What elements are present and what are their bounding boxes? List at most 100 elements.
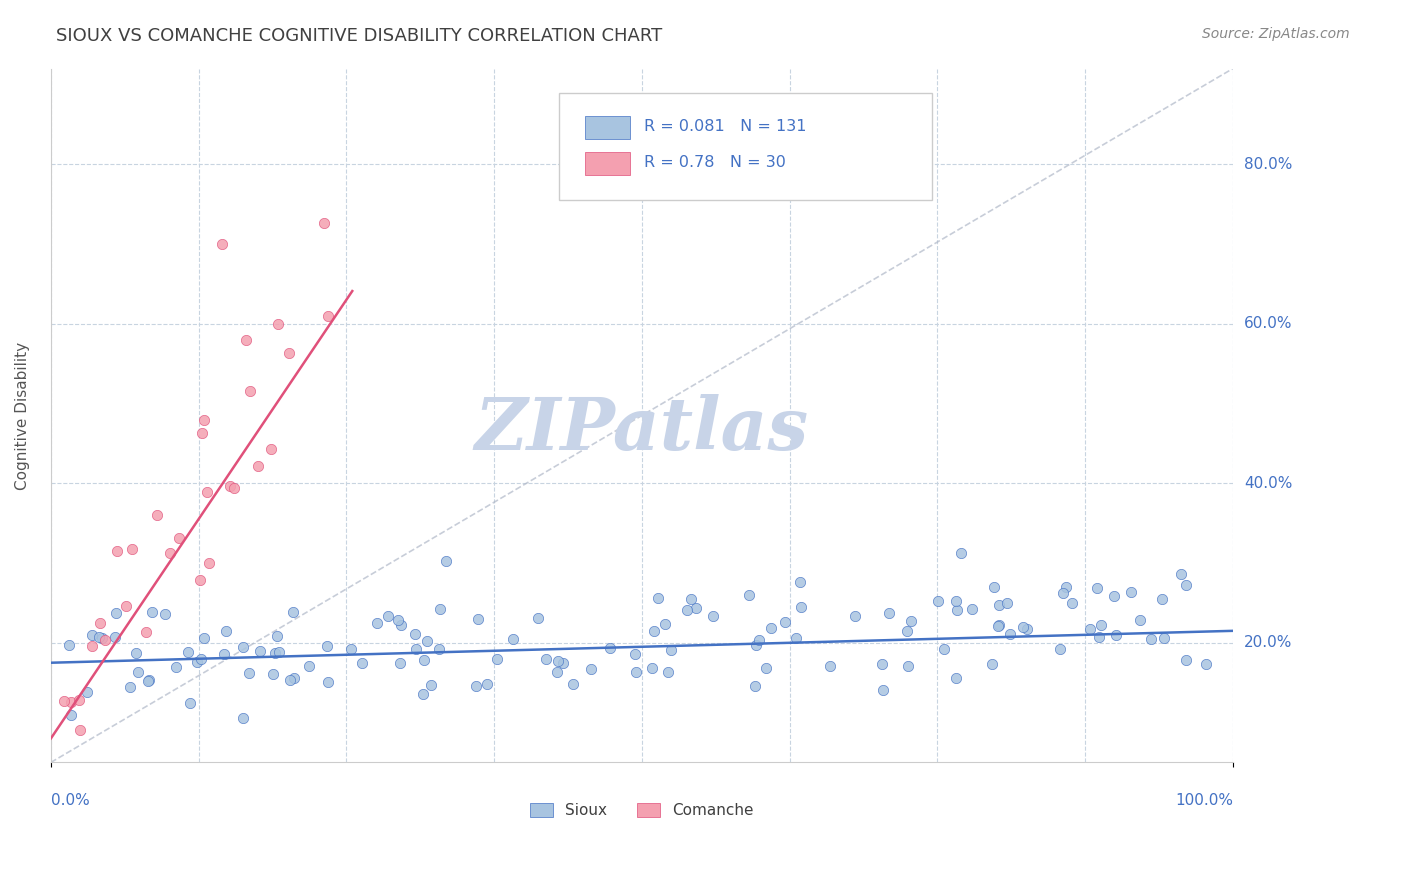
- Text: 100.0%: 100.0%: [1175, 793, 1233, 808]
- Point: [283, 671, 305, 685]
- Point: [316, 309, 339, 323]
- Point: [118, 680, 141, 694]
- Point: [191, 425, 214, 440]
- Text: 60.0%: 60.0%: [1244, 317, 1292, 331]
- Point: [404, 626, 426, 640]
- Point: [647, 591, 669, 606]
- Point: [59, 708, 82, 723]
- Point: [198, 556, 221, 570]
- Legend: Sioux, Comanche: Sioux, Comanche: [523, 797, 761, 824]
- Point: [315, 639, 337, 653]
- Point: [89, 616, 111, 631]
- Point: [80, 640, 103, 654]
- Point: [927, 594, 949, 608]
- Text: ZIPatlas: ZIPatlas: [475, 394, 808, 465]
- Point: [1054, 580, 1077, 594]
- Point: [434, 554, 457, 568]
- Point: [412, 653, 434, 667]
- Point: [176, 645, 198, 659]
- Point: [58, 638, 80, 652]
- Point: [643, 624, 665, 638]
- Text: 0.0%: 0.0%: [51, 793, 90, 808]
- Point: [239, 384, 262, 398]
- Point: [945, 671, 967, 685]
- Point: [818, 659, 841, 673]
- Point: [416, 634, 439, 648]
- Point: [579, 662, 602, 676]
- Point: [1049, 641, 1071, 656]
- Point: [546, 665, 568, 680]
- Point: [105, 544, 128, 558]
- Point: [1015, 622, 1038, 636]
- Point: [657, 665, 679, 679]
- Point: [159, 546, 181, 560]
- Point: [238, 665, 260, 680]
- Point: [946, 603, 969, 617]
- Point: [82, 628, 104, 642]
- Point: [1170, 566, 1192, 581]
- Point: [1195, 657, 1218, 671]
- Text: SIOUX VS COMANCHE COGNITIVE DISABILITY CORRELATION CHART: SIOUX VS COMANCHE COGNITIVE DISABILITY C…: [56, 27, 662, 45]
- Point: [897, 659, 920, 673]
- Point: [91, 631, 114, 645]
- Point: [135, 625, 157, 640]
- Point: [138, 673, 160, 687]
- Point: [165, 660, 187, 674]
- Point: [193, 631, 215, 645]
- Point: [278, 346, 301, 360]
- Point: [475, 676, 498, 690]
- Point: [1119, 584, 1142, 599]
- Point: [702, 609, 724, 624]
- Point: [429, 642, 451, 657]
- Point: [1174, 577, 1197, 591]
- Point: [69, 723, 91, 737]
- Point: [744, 679, 766, 693]
- Point: [789, 575, 811, 590]
- Point: [121, 542, 143, 557]
- FancyBboxPatch shape: [585, 116, 630, 138]
- Point: [60, 695, 83, 709]
- Point: [1150, 592, 1173, 607]
- Point: [962, 602, 984, 616]
- Point: [94, 632, 117, 647]
- Point: [790, 600, 813, 615]
- Point: [104, 630, 127, 644]
- Point: [785, 631, 807, 645]
- Point: [105, 606, 128, 620]
- Point: [281, 605, 304, 619]
- Point: [232, 640, 254, 654]
- Point: [681, 592, 703, 607]
- Point: [467, 612, 489, 626]
- Point: [67, 693, 90, 707]
- Point: [1011, 620, 1033, 634]
- Point: [87, 631, 110, 645]
- Point: [262, 666, 284, 681]
- Point: [502, 632, 524, 646]
- Point: [932, 642, 955, 657]
- Point: [235, 333, 257, 347]
- Point: [266, 318, 288, 332]
- Point: [298, 658, 321, 673]
- Point: [195, 484, 218, 499]
- Point: [412, 687, 434, 701]
- Point: [465, 679, 488, 693]
- Point: [745, 638, 768, 652]
- Point: [987, 618, 1010, 632]
- Point: [761, 622, 783, 636]
- Text: R = 0.081   N = 131: R = 0.081 N = 131: [644, 119, 807, 134]
- Point: [214, 648, 236, 662]
- Point: [188, 574, 211, 588]
- Point: [190, 651, 212, 665]
- Point: [316, 674, 339, 689]
- Point: [52, 694, 75, 708]
- Point: [599, 641, 621, 656]
- Point: [211, 237, 233, 252]
- Point: [377, 609, 399, 624]
- Point: [738, 588, 761, 602]
- Point: [153, 607, 176, 622]
- Point: [1105, 628, 1128, 642]
- Point: [1062, 596, 1084, 610]
- FancyBboxPatch shape: [560, 93, 932, 201]
- Point: [988, 599, 1011, 613]
- Point: [264, 646, 287, 660]
